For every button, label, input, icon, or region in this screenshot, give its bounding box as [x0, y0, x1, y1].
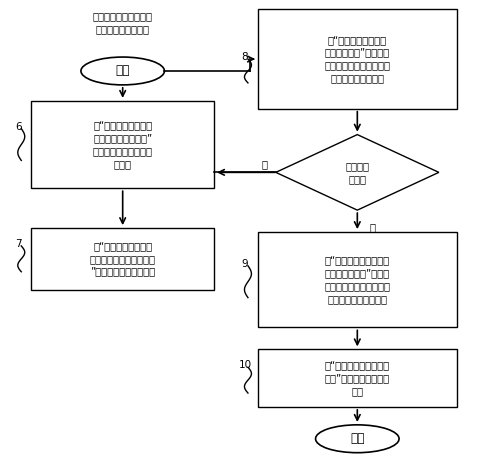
Text: 在“优选方案样本试验
统计决策单元”获取试验
发芽势、发芽率和控制条
件信息，以进行研究: 在“优选方案样本试验 统计决策单元”获取试验 发芽势、发芽率和控制条 件信息，以… — [324, 35, 390, 83]
Text: 8: 8 — [241, 52, 248, 62]
FancyBboxPatch shape — [31, 101, 214, 188]
FancyBboxPatch shape — [258, 232, 457, 328]
Text: 6: 6 — [15, 122, 22, 132]
Text: 在“样本试验总结及查询
单元”记录试验经验以待
查阅: 在“样本试验总结及查询 单元”记录试验经验以待 查阅 — [325, 360, 390, 396]
Text: 已经获得优选发芽试验
的种子发芽条件数据: 已经获得优选发芽试验 的种子发芽条件数据 — [93, 11, 153, 34]
Text: 在“优选方案样本试验
参数及任务设置单元”
设置样本实验的控制条
件参数: 在“优选方案样本试验 参数及任务设置单元” 设置样本实验的控制条 件参数 — [93, 120, 153, 169]
Ellipse shape — [315, 425, 399, 452]
FancyBboxPatch shape — [258, 9, 457, 109]
Text: 否: 否 — [369, 222, 375, 232]
Text: 7: 7 — [15, 239, 22, 249]
FancyBboxPatch shape — [258, 350, 457, 407]
Text: 在“优选方案样本试验
参数实时显示及查询单元
”获取试验实时数据信息: 在“优选方案样本试验 参数实时显示及查询单元 ”获取试验实时数据信息 — [90, 241, 156, 277]
Text: 开始: 开始 — [115, 64, 130, 77]
FancyBboxPatch shape — [31, 228, 214, 290]
Text: 是否增加
试验？: 是否增加 试验？ — [345, 161, 369, 184]
Ellipse shape — [81, 57, 165, 85]
Text: 在“优选方案样本试验样
本检验决策单元”进行样
本数对发芽势及发芽率的
影响的显著性差异分析: 在“优选方案样本试验样 本检验决策单元”进行样 本数对发芽势及发芽率的 影响的显… — [324, 255, 390, 304]
Polygon shape — [276, 135, 439, 210]
Text: 结束: 结束 — [350, 432, 365, 445]
Text: 是: 是 — [262, 159, 268, 170]
Text: 9: 9 — [241, 259, 248, 269]
Text: 10: 10 — [239, 360, 252, 370]
